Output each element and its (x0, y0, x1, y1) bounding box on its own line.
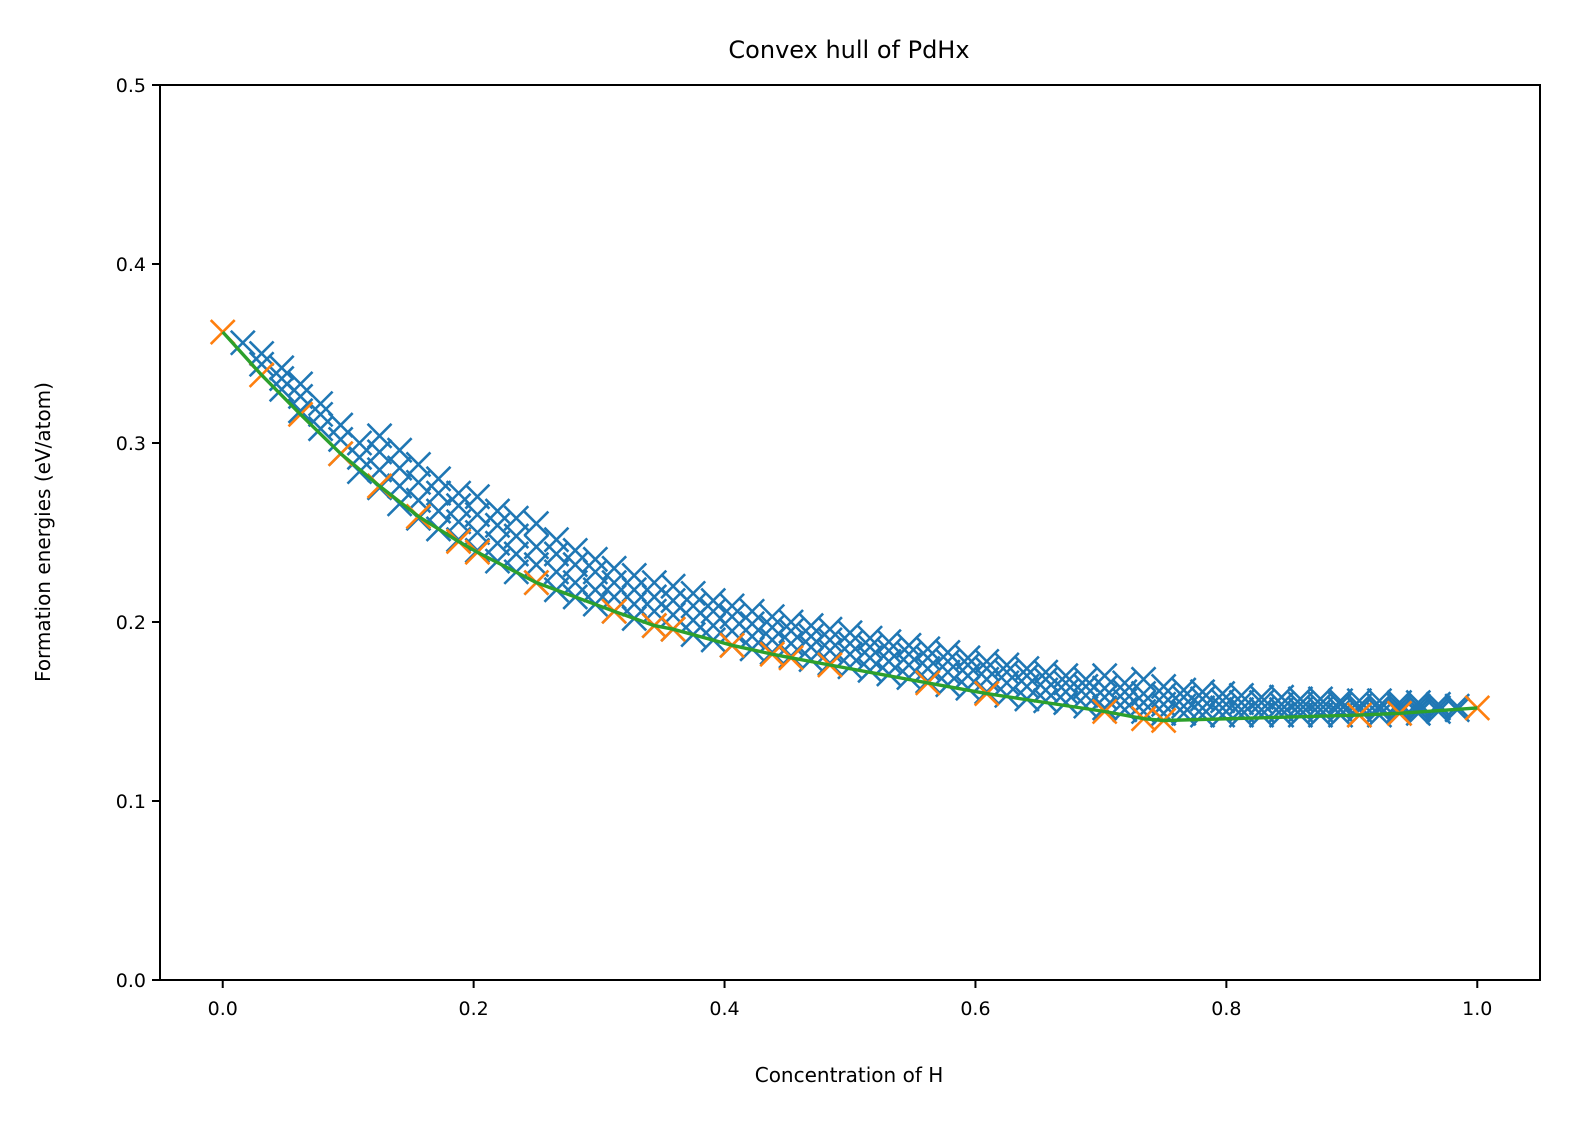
structure-point (601, 555, 628, 582)
structure-point (1130, 666, 1157, 693)
y-tick-label: 0.4 (116, 254, 146, 276)
structure-point (700, 587, 727, 614)
y-tick-label: 0.1 (116, 791, 146, 813)
structure-point (445, 492, 472, 519)
structure-point (268, 376, 295, 403)
structure-point (1287, 691, 1314, 718)
y-tick-label: 0.2 (116, 612, 146, 634)
structure-point (425, 465, 452, 492)
structure-point (582, 576, 609, 603)
structure-point (719, 592, 745, 619)
structure-point (523, 551, 550, 578)
structure-point (1228, 689, 1255, 716)
structure-point (346, 430, 373, 456)
structure-point (1091, 662, 1118, 689)
x-tick-label: 0.0 (208, 998, 238, 1020)
x-tick-label: 1.0 (1462, 998, 1492, 1020)
structure-point (543, 558, 570, 585)
axes-frame (159, 84, 1541, 981)
structure-point (680, 580, 707, 607)
structure-point (503, 523, 530, 549)
structure-point (503, 541, 530, 567)
structure-point (621, 562, 648, 589)
y-tick-label: 0.5 (116, 75, 146, 97)
structure-point (1248, 684, 1275, 711)
structure-point (1307, 686, 1334, 712)
structure-point (1268, 691, 1295, 718)
structure-point (1032, 677, 1059, 703)
y-tick-label: 0.3 (116, 433, 146, 455)
hull-line (221, 330, 1478, 723)
structure-point (307, 390, 334, 417)
structure-point (366, 422, 393, 449)
structure-point (484, 498, 511, 524)
structure-point (934, 639, 961, 666)
structure-point (1444, 693, 1471, 720)
y-tick-label: 0.0 (116, 970, 146, 992)
structure-point (268, 354, 295, 381)
series-hull-line (221, 330, 1478, 723)
y-axis-label: Formation energies (eV/atom) (31, 382, 55, 682)
structure-point (1091, 695, 1118, 721)
structure-point (562, 537, 589, 564)
x-tick-label: 0.4 (709, 998, 739, 1020)
x-tick-label: 0.6 (960, 998, 990, 1020)
structure-point (248, 340, 275, 367)
structure-point (1268, 702, 1295, 728)
structure-point (1248, 702, 1275, 728)
x-axis: 0.0 0.2 0.4 0.6 0.8 1.0 (208, 980, 1492, 1020)
structure-point (386, 437, 413, 464)
structure-point (543, 526, 570, 553)
x-tick-label: 0.2 (459, 998, 489, 1020)
structure-point (523, 510, 550, 537)
structure-point (1150, 682, 1177, 709)
structure-point (425, 498, 452, 524)
structure-point (739, 598, 766, 625)
structure-point (484, 530, 511, 557)
structure-point (1032, 687, 1059, 714)
structure-point (405, 451, 432, 478)
x-axis-label: Concentration of H (755, 1063, 944, 1087)
structure-point (1248, 689, 1275, 716)
structure-point (464, 519, 491, 546)
structure-point (562, 569, 589, 596)
structure-point (1287, 686, 1314, 712)
y-axis: 0.0 0.1 0.2 0.3 0.4 0.5 (116, 75, 160, 992)
structure-point (523, 533, 550, 560)
structure-point (1366, 687, 1393, 714)
structure-point (1228, 702, 1255, 728)
x-tick-label: 0.8 (1211, 998, 1241, 1020)
structure-point (778, 618, 804, 644)
chart-title: Convex hull of PdHx (728, 36, 969, 64)
structure-point (1189, 686, 1216, 712)
structure-point (837, 619, 863, 646)
structure-point (759, 603, 786, 630)
structure-point (582, 546, 609, 573)
plot-area (209, 319, 1491, 734)
structure-point (464, 483, 491, 510)
structure-point (1327, 687, 1354, 714)
structure-point (229, 329, 256, 356)
structure-point (1189, 678, 1216, 705)
structure-point (503, 505, 530, 532)
structure-point (307, 401, 334, 428)
